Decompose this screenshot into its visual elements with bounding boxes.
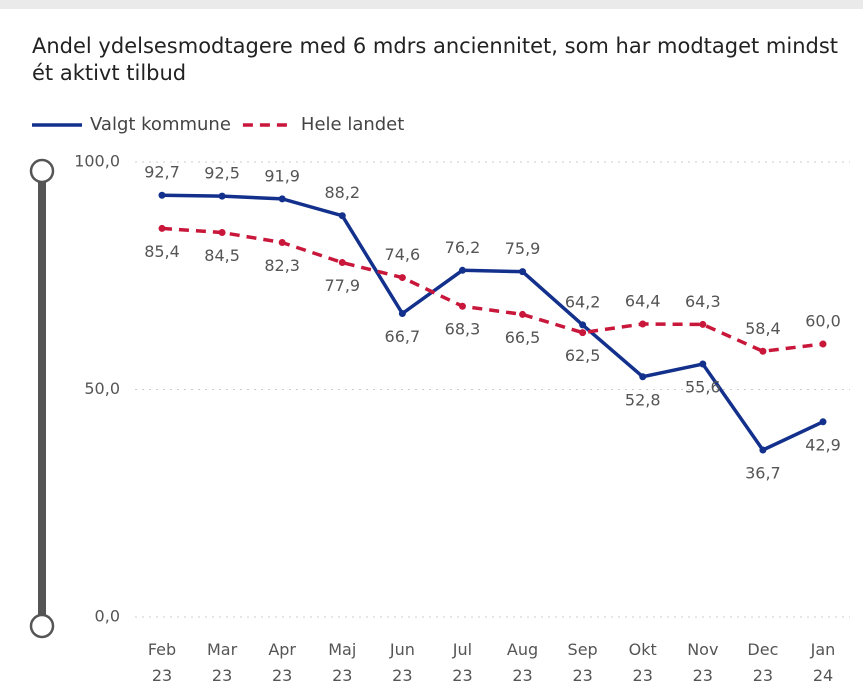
x-tick-label: Okt 23 — [628, 640, 657, 685]
data-label: 88,2 — [324, 183, 360, 202]
data-point — [699, 320, 707, 328]
y-tick-label: 100,0 — [74, 152, 120, 171]
data-point — [218, 229, 226, 237]
data-point — [579, 321, 587, 329]
data-label: 64,3 — [685, 292, 721, 311]
data-label: 42,9 — [805, 435, 841, 454]
data-label: 76,2 — [445, 238, 481, 257]
slider-handle[interactable] — [29, 158, 55, 184]
data-label: 52,8 — [625, 390, 661, 409]
series-line — [161, 193, 824, 453]
data-point — [278, 195, 286, 203]
data-label: 91,9 — [264, 166, 300, 185]
data-label: 82,3 — [264, 256, 300, 275]
data-label: 36,7 — [745, 464, 781, 483]
data-point — [579, 329, 587, 337]
legend-label: Hele landet — [301, 114, 404, 135]
data-point — [639, 320, 647, 328]
data-point — [278, 239, 286, 247]
data-point — [639, 373, 647, 381]
x-tick-label: Feb 23 — [147, 640, 177, 685]
series-line — [161, 226, 824, 354]
y-tick-label: 0,0 — [95, 607, 120, 626]
data-label: 55,6 — [685, 378, 721, 397]
data-label: 64,2 — [565, 292, 601, 311]
x-tick-label: Aug 23 — [506, 640, 539, 685]
data-label: 58,4 — [745, 319, 781, 338]
x-tick-label: Nov 23 — [687, 640, 719, 685]
data-label: 66,5 — [505, 328, 541, 347]
data-label: 64,4 — [625, 291, 661, 310]
data-label: 60,0 — [805, 312, 841, 331]
data-label: 74,6 — [385, 245, 421, 264]
data-label: 68,3 — [445, 320, 481, 339]
plot: 0,0 50,0 100,0 Valgt kommune Hele landet 92,7… — [29, 114, 850, 639]
data-point — [398, 274, 406, 282]
data-point — [158, 191, 166, 199]
chart-title: Andel ydelsesmodtagere med 6 mdrs ancien… — [32, 34, 839, 85]
data-point — [458, 266, 466, 274]
data-point — [519, 310, 527, 318]
data-point — [699, 360, 707, 368]
data-label: 66,7 — [385, 327, 421, 346]
data-label: 92,5 — [204, 164, 240, 183]
y-tick-label: 50,0 — [84, 379, 120, 398]
x-tick-label: Dec 23 — [747, 640, 779, 685]
data-point — [519, 268, 527, 276]
x-tick-label: Jul 23 — [452, 640, 473, 685]
x-tick-label: Apr 23 — [268, 640, 297, 685]
data-point — [338, 212, 346, 220]
data-point — [819, 418, 827, 426]
data-point — [759, 347, 767, 355]
x-tick-label: Sep 23 — [567, 640, 598, 685]
data-label: 62,5 — [565, 346, 601, 365]
data-label: 85,4 — [144, 242, 180, 261]
x-tick-label: Jun 23 — [389, 640, 415, 685]
x-tick-label: Mar 23 — [206, 640, 238, 685]
data-label: 84,5 — [204, 246, 240, 265]
x-tick-label: Maj 23 — [328, 640, 357, 685]
data-point — [398, 310, 406, 318]
data-label: 75,9 — [505, 239, 541, 258]
legend-label: Valgt kommune — [90, 114, 231, 135]
x-tick-label: Jan 24 — [810, 640, 836, 685]
data-point — [759, 446, 767, 454]
data-point — [158, 224, 166, 232]
data-point — [338, 259, 346, 267]
data-label: 92,7 — [144, 163, 180, 182]
data-point — [458, 302, 466, 310]
data-point — [819, 340, 827, 348]
slider-handle[interactable] — [29, 613, 55, 639]
data-label: 77,9 — [324, 276, 360, 295]
data-point — [218, 192, 226, 200]
